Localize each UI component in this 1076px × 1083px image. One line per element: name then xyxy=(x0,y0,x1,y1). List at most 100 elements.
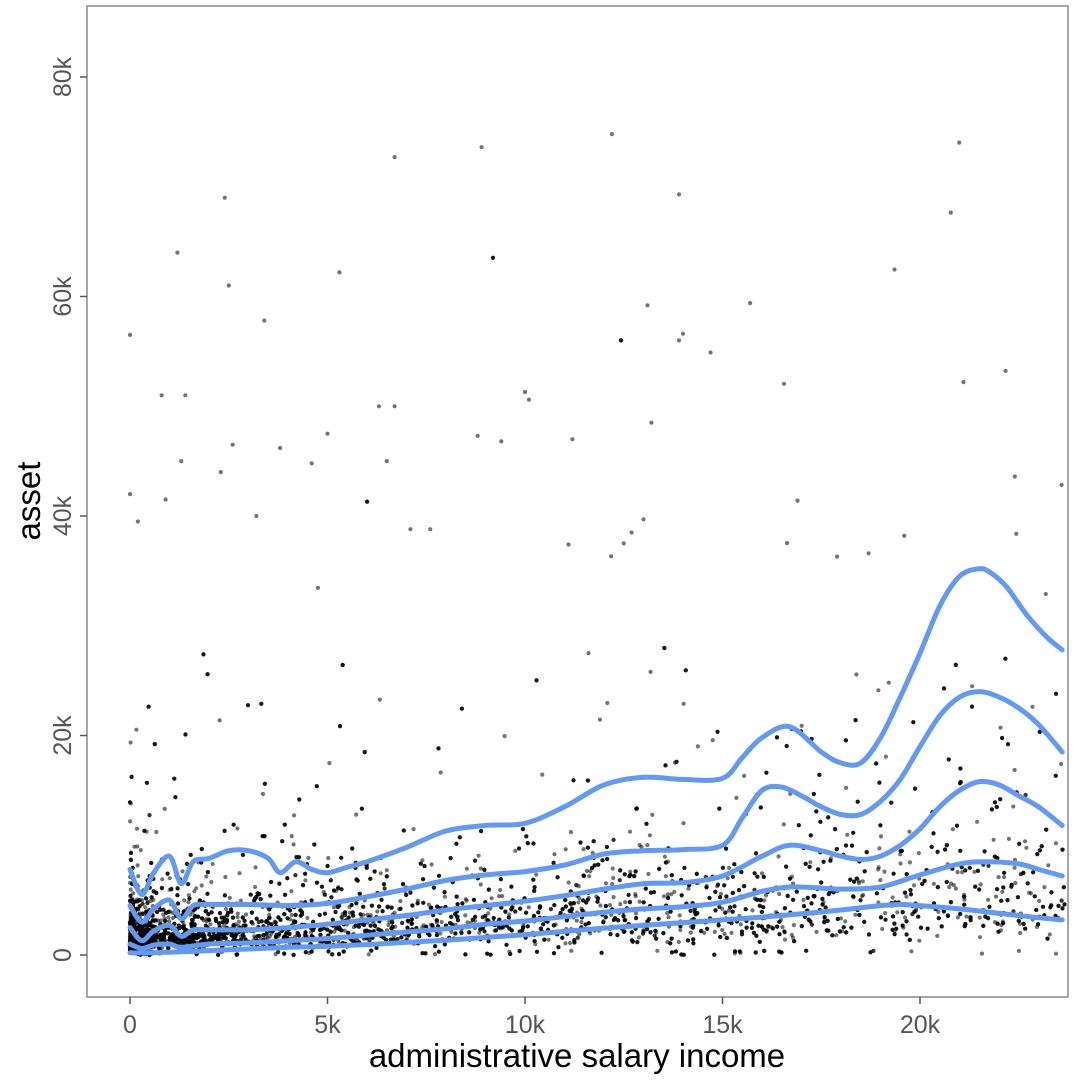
scatter-point xyxy=(186,882,191,887)
scatter-point xyxy=(632,874,637,879)
scatter-point xyxy=(987,904,992,909)
scatter-point xyxy=(328,930,333,935)
scatter-point xyxy=(1035,852,1040,857)
scatter-point xyxy=(717,904,722,910)
scatter-point xyxy=(410,903,415,908)
scatter-point xyxy=(203,909,208,914)
scatter-point xyxy=(755,874,760,879)
scatter-point xyxy=(283,892,288,897)
scatter-point xyxy=(1016,918,1021,924)
scatter-point xyxy=(1049,890,1054,895)
scatter-point xyxy=(485,951,490,956)
scatter-point xyxy=(563,904,569,909)
scatter-point xyxy=(541,922,546,927)
scatter-point xyxy=(192,889,197,894)
scatter-point xyxy=(322,892,327,897)
scatter-point xyxy=(857,912,862,918)
scatter-point xyxy=(128,893,133,899)
scatter-point xyxy=(777,891,782,897)
scatter-point xyxy=(327,940,332,945)
scatter-point xyxy=(695,744,701,749)
scatter-point xyxy=(449,914,454,919)
scatter-point xyxy=(843,738,849,743)
scatter-point xyxy=(743,907,748,912)
scatter-point xyxy=(957,140,962,145)
scatter-point xyxy=(916,851,921,856)
scatter-point xyxy=(560,935,565,940)
scatter-point xyxy=(127,492,133,497)
scatter-point xyxy=(128,857,133,863)
scatter-point xyxy=(129,774,134,780)
scatter-point xyxy=(1028,891,1034,896)
scatter-point xyxy=(261,933,266,938)
scatter-point xyxy=(595,899,600,904)
scatter-point xyxy=(868,950,873,955)
scatter-point xyxy=(249,910,254,915)
scatter-point xyxy=(475,433,480,438)
scatter-point xyxy=(1005,742,1011,747)
scatter-point xyxy=(761,874,766,880)
scatter-point xyxy=(534,872,539,877)
scatter-point xyxy=(975,868,981,874)
scatter-point xyxy=(1047,932,1052,937)
scatter-point xyxy=(154,829,159,835)
scatter-point xyxy=(262,781,267,786)
scatter-point xyxy=(162,806,167,812)
scatter-point xyxy=(1044,827,1049,832)
scatter-point xyxy=(135,519,140,524)
scatter-point xyxy=(455,902,460,907)
scatter-point xyxy=(662,645,667,651)
scatter-point xyxy=(551,923,556,928)
scatter-point xyxy=(713,889,718,894)
scatter-point xyxy=(551,860,556,866)
scatter-point xyxy=(1034,907,1039,913)
scatter-point xyxy=(312,842,317,847)
scatter-point xyxy=(817,772,822,778)
scatter-point xyxy=(710,738,715,743)
scatter-point xyxy=(1015,895,1021,900)
scatter-point xyxy=(327,761,332,766)
scatter-point xyxy=(375,909,380,914)
scatter-point xyxy=(285,916,290,921)
scatter-point xyxy=(904,919,909,924)
scatter-point xyxy=(942,847,948,852)
scatter-point xyxy=(991,837,996,842)
scatter-point xyxy=(757,939,762,945)
scatter-point xyxy=(197,898,203,903)
scatter-point xyxy=(899,848,905,853)
scatter-point xyxy=(439,919,444,925)
scatter-point xyxy=(167,876,172,881)
scatter-point xyxy=(349,902,354,908)
scatter-point xyxy=(137,904,142,909)
scatter-point xyxy=(688,908,693,913)
scatter-point xyxy=(728,905,733,910)
scatter-point xyxy=(837,929,843,934)
scatter-point xyxy=(972,869,977,874)
scatter-point xyxy=(311,928,316,933)
scatter-point xyxy=(467,930,472,935)
scatter-point xyxy=(339,928,344,933)
scatter-point xyxy=(398,899,403,904)
scatter-point xyxy=(159,393,164,398)
scatter-point xyxy=(234,952,239,957)
scatter-point xyxy=(392,155,397,160)
scatter-point xyxy=(628,872,633,878)
scatter-point xyxy=(571,778,576,783)
scatter-point xyxy=(977,915,982,920)
scatter-point xyxy=(339,887,344,892)
scatter-point xyxy=(809,901,814,906)
scatter-point xyxy=(577,932,582,937)
scatter-point xyxy=(694,871,699,877)
scatter-point xyxy=(264,931,269,936)
scatter-point xyxy=(877,780,882,785)
scatter-point xyxy=(1059,761,1064,767)
scatter-point xyxy=(822,920,827,925)
scatter-point xyxy=(969,704,975,709)
scatter-point xyxy=(476,853,481,858)
scatter-point xyxy=(686,886,691,891)
scatter-point xyxy=(945,913,951,919)
scatter-point xyxy=(596,862,601,867)
scatter-point xyxy=(282,822,287,827)
scatter-point xyxy=(1002,875,1007,880)
scatter-point xyxy=(346,915,351,920)
